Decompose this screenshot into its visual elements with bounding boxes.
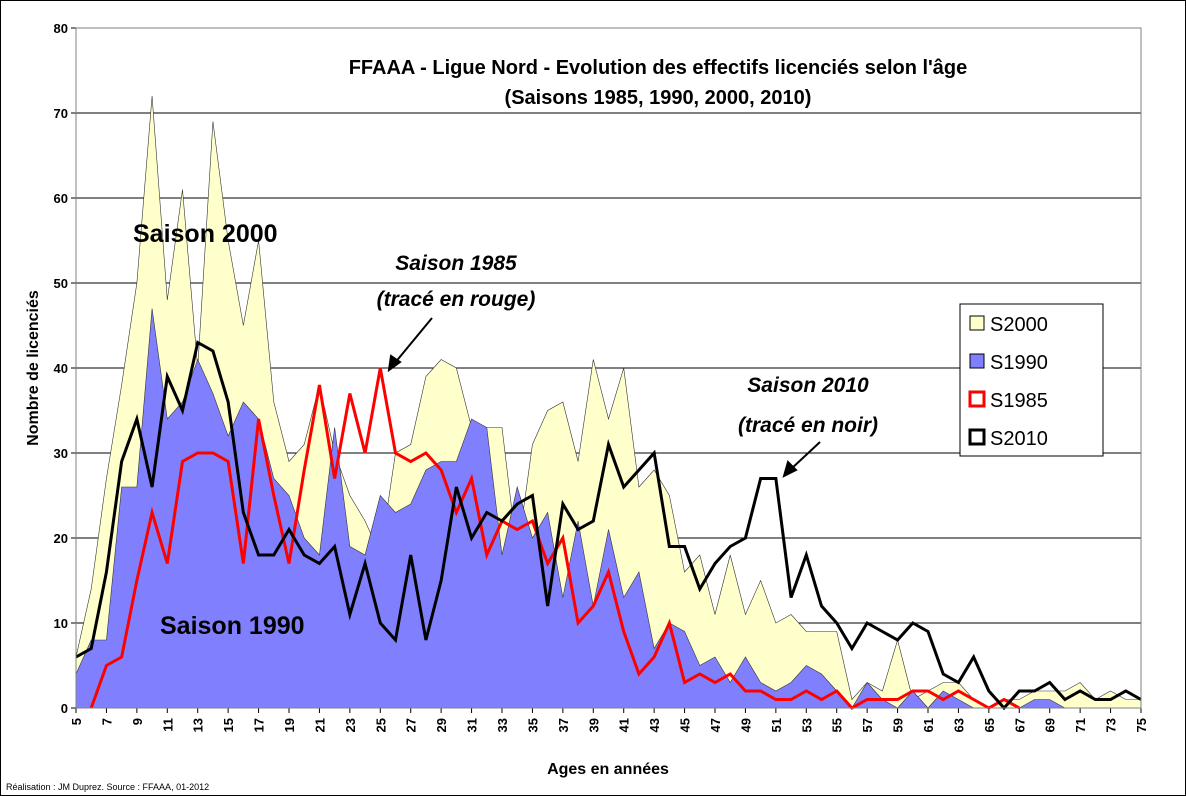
x-tick-label: 23 <box>343 718 358 732</box>
y-tick-label: 20 <box>54 531 68 546</box>
x-tick-label: 75 <box>1134 718 1149 732</box>
y-tick-label: 50 <box>54 276 68 291</box>
x-tick-label: 59 <box>891 718 906 732</box>
annotation: (tracé en noir) <box>738 414 878 437</box>
x-tick-label: 17 <box>252 718 267 732</box>
marks <box>75 95 1142 711</box>
x-tick-label: 13 <box>191 718 206 732</box>
plot-border <box>75 27 1142 709</box>
x-tick-label: 43 <box>647 718 662 732</box>
arrows <box>387 317 821 478</box>
x-tick-label: 35 <box>525 718 540 732</box>
legend-label: S2000 <box>990 314 1048 336</box>
x-tick-label: 33 <box>495 718 510 732</box>
legend-swatch <box>969 353 985 369</box>
y-tick-label: 70 <box>54 106 68 121</box>
x-tick-label: 7 <box>99 718 114 725</box>
y-tick-label: 80 <box>54 21 68 36</box>
legend-swatch <box>969 315 985 331</box>
x-tick-label: 15 <box>221 718 236 732</box>
annotation: Saison 2010 <box>747 374 869 397</box>
arrow <box>393 317 433 365</box>
x-tick-label: 65 <box>982 718 997 732</box>
x-tick-label: 67 <box>1012 718 1027 732</box>
x-tick-label: 61 <box>921 718 936 732</box>
x-tick-label: 29 <box>434 718 449 732</box>
line <box>75 340 1142 711</box>
legend-swatch <box>968 428 986 446</box>
arrow-head <box>387 354 402 373</box>
legend-label: S1990 <box>990 352 1048 374</box>
x-tick-label: 53 <box>799 718 814 732</box>
y-tick-label: 0 <box>61 701 68 716</box>
x-tick-label: 41 <box>617 718 632 732</box>
footer: Réalisation : JM Duprez. Source : FFAAA,… <box>6 782 209 792</box>
x-tick-label: 51 <box>769 718 784 732</box>
x-tick-label: 21 <box>312 718 327 732</box>
x-tick-label: 69 <box>1043 718 1058 732</box>
x-tick-label: 73 <box>1104 718 1119 732</box>
x-tick-label: 19 <box>282 718 297 732</box>
arrow <box>789 441 821 471</box>
x-tick-label: 27 <box>404 718 419 732</box>
x-tick-label: 37 <box>556 718 571 732</box>
annotation: Saison 1990 <box>160 612 305 640</box>
x-tick-label: 49 <box>738 718 753 732</box>
legend-swatch <box>968 390 986 408</box>
x-axis-title: Ages en années <box>547 761 669 778</box>
x-tick-label: 57 <box>860 718 875 732</box>
y-axis-title: Nombre de licenciés <box>25 290 42 446</box>
annotation: Saison 1985 <box>395 252 517 275</box>
annotation: (tracé en rouge) <box>377 288 536 311</box>
x-tick-label: 45 <box>678 718 693 732</box>
x-tick-label: 71 <box>1073 718 1088 732</box>
legend-label: S1985 <box>990 390 1048 412</box>
annotation: Saison 2000 <box>133 220 278 248</box>
y-tick-label: 40 <box>54 361 68 376</box>
y-tick-label: 60 <box>54 191 68 206</box>
x-tick-label: 25 <box>373 718 388 732</box>
x-tick-label: 9 <box>130 718 145 725</box>
y-tick-label: 30 <box>54 446 68 461</box>
x-tick-label: 11 <box>160 718 175 732</box>
x-tick-label: 47 <box>708 718 723 732</box>
legend-label: S2010 <box>990 428 1048 450</box>
y-tick-label: 10 <box>54 616 68 631</box>
chart-title: FFAAA - Ligue Nord - Evolution des effec… <box>349 57 968 79</box>
x-tick-label: 31 <box>465 718 480 732</box>
x-tick-label: 63 <box>951 718 966 732</box>
chart-subtitle: (Saisons 1985, 1990, 2000, 2010) <box>505 87 812 109</box>
x-tick-label: 39 <box>586 718 601 732</box>
x-tick-label: 5 <box>69 718 84 725</box>
arrow-head <box>782 460 798 478</box>
x-tick-label: 55 <box>830 718 845 732</box>
